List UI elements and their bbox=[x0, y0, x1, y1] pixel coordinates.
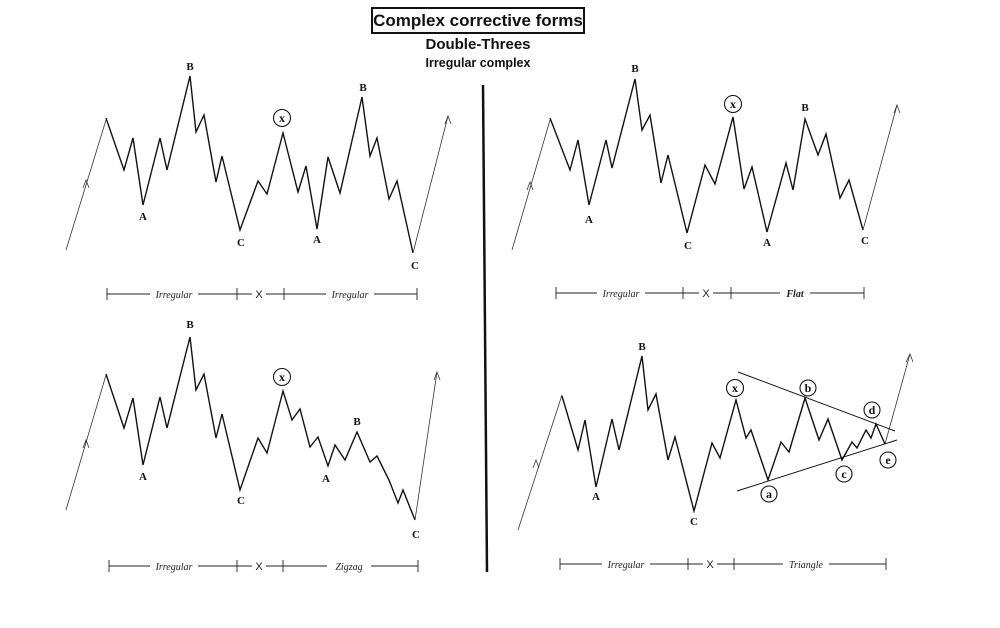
ruler-label-left: Irregular bbox=[155, 290, 193, 301]
wave-path bbox=[105, 75, 414, 254]
panel-top-right: A B C A B C x Irregular X Flat bbox=[511, 63, 901, 300]
ruler-label-middle: X bbox=[255, 561, 263, 573]
triangle-wave-d-circle bbox=[863, 401, 881, 419]
exit-arrow-line bbox=[884, 353, 911, 445]
panel-ruler: Irregular X Triangle bbox=[559, 558, 887, 571]
wave-label-b: B bbox=[353, 416, 361, 428]
wave-label-a: A bbox=[139, 211, 147, 223]
triangle-wave-e-label: e bbox=[885, 453, 891, 467]
triangle-wave-b-circle bbox=[799, 379, 817, 397]
ruler-label-middle: X bbox=[706, 559, 714, 571]
arrow-head bbox=[893, 103, 901, 114]
wave-label-c: C bbox=[237, 495, 245, 507]
diagram-subtitle-secondary: Irregular complex bbox=[425, 56, 531, 70]
ruler-label-left: Irregular bbox=[607, 560, 645, 571]
entry-arrow-line bbox=[65, 119, 107, 251]
wave-label-b: B bbox=[631, 63, 639, 75]
arrow-head bbox=[82, 438, 90, 449]
wave-x-circle bbox=[723, 94, 743, 114]
panel-bottom-right: A B C x a b c d e Irregular X Triangle bbox=[517, 341, 914, 571]
exit-arrow-line bbox=[412, 115, 449, 254]
wave-label-b: B bbox=[186, 319, 194, 331]
arrow-head bbox=[433, 370, 441, 381]
wave-label-c: C bbox=[690, 516, 698, 528]
exit-arrow-line bbox=[414, 371, 438, 521]
triangle-wave-a-label: a bbox=[766, 487, 772, 501]
arrow-head bbox=[532, 458, 540, 469]
triangle-wave-a-circle bbox=[760, 485, 778, 503]
ruler-label-middle: X bbox=[255, 289, 263, 301]
wave-x-circle bbox=[272, 108, 292, 128]
exit-arrow-line bbox=[862, 104, 898, 231]
triangle-wave-b-label: b bbox=[805, 381, 812, 395]
wave-x-circle bbox=[272, 367, 292, 387]
panel-bottom-left: A B C A B C x Irregular X Zigzag bbox=[65, 319, 441, 573]
wave-label-a: A bbox=[585, 214, 593, 226]
wave-label-a: A bbox=[592, 491, 600, 503]
wave-label-a: A bbox=[313, 234, 321, 246]
wave-path bbox=[549, 78, 864, 234]
panel-ruler: Irregular X Zigzag bbox=[108, 560, 419, 573]
wave-label-c: C bbox=[411, 260, 419, 272]
wave-label-b: B bbox=[801, 102, 809, 114]
arrow-head bbox=[82, 178, 90, 189]
ruler-label-left: Irregular bbox=[602, 289, 640, 300]
arrow-head bbox=[444, 114, 452, 125]
ruler-label-right: Flat bbox=[785, 289, 804, 300]
entry-arrow-line bbox=[517, 394, 563, 531]
diagram-subtitle: Double-Threes bbox=[425, 36, 531, 53]
ruler-label-right: Triangle bbox=[789, 560, 823, 571]
wave-label-a: A bbox=[763, 237, 771, 249]
triangle-lower-trendline bbox=[736, 439, 898, 492]
ruler-label-left: Irregular bbox=[155, 562, 193, 573]
wave-label-c: C bbox=[684, 240, 692, 252]
panel-top-left: A B C A B C x Irregular X Irregular bbox=[65, 61, 452, 301]
wave-path bbox=[105, 336, 416, 521]
wave-label-a: A bbox=[139, 471, 147, 483]
wave-x-label: x bbox=[732, 381, 738, 395]
panel-ruler: Irregular X Irregular bbox=[106, 288, 418, 301]
wave-x-label: x bbox=[279, 370, 285, 384]
wave-x-circle bbox=[725, 378, 745, 398]
triangle-upper-trendline bbox=[737, 371, 896, 432]
arrow-head bbox=[905, 353, 914, 363]
wave-path bbox=[561, 355, 886, 514]
panel-ruler: Irregular X Flat bbox=[555, 287, 865, 300]
wave-label-b: B bbox=[359, 82, 367, 94]
wave-label-b: B bbox=[638, 341, 646, 353]
arrow-head bbox=[526, 180, 534, 191]
triangle-wave-c-circle bbox=[835, 465, 853, 483]
diagram-title: Complex corrective forms bbox=[371, 7, 585, 34]
wave-label-b: B bbox=[186, 61, 194, 73]
ruler-label-middle: X bbox=[702, 288, 710, 300]
wave-label-c: C bbox=[237, 237, 245, 249]
panel-divider bbox=[481, 84, 489, 573]
ruler-label-right: Zigzag bbox=[335, 562, 362, 573]
wave-label-c: C bbox=[412, 529, 420, 541]
triangle-wave-c-label: c bbox=[841, 467, 847, 481]
ruler-label-right: Irregular bbox=[331, 290, 369, 301]
wave-label-c: C bbox=[861, 235, 869, 247]
triangle-wave-e-circle bbox=[879, 451, 897, 469]
entry-arrow-line bbox=[65, 374, 107, 511]
triangle-wave-d-label: d bbox=[869, 403, 876, 417]
wave-x-label: x bbox=[730, 97, 736, 111]
wave-label-a: A bbox=[322, 473, 330, 485]
wave-x-label: x bbox=[279, 111, 285, 125]
